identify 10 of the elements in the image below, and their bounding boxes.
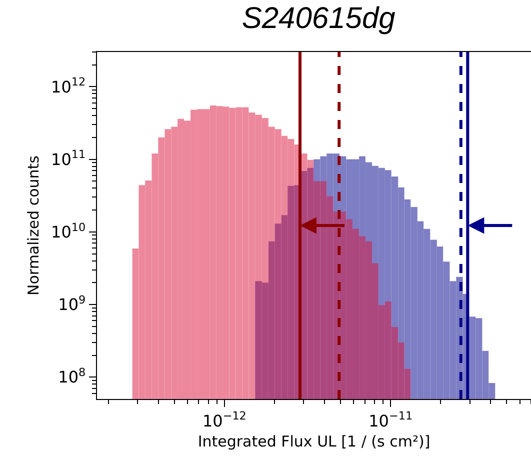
y-axis-title: Normalized counts bbox=[24, 155, 42, 296]
y-tick-label: 10$^{12}$ bbox=[51, 76, 86, 96]
y-tick-label: 10$^{9}$ bbox=[58, 293, 86, 314]
x-tick-label: 10$^{−11}$ bbox=[368, 410, 413, 430]
x-tick-label: 10$^{−12}$ bbox=[202, 410, 246, 430]
y-tick-label: 10$^{8}$ bbox=[58, 366, 86, 387]
y-tick-label: 10$^{10}$ bbox=[51, 220, 86, 242]
x-axis-title: Integrated Flux UL [1 / (s cm²)] bbox=[198, 432, 430, 450]
y-tick-label: 10$^{11}$ bbox=[51, 148, 86, 169]
chart-title: S240615dg bbox=[242, 2, 396, 35]
